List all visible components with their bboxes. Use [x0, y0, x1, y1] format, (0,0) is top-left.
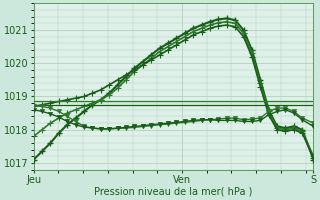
- X-axis label: Pression niveau de la mer( hPa ): Pression niveau de la mer( hPa ): [94, 187, 253, 197]
